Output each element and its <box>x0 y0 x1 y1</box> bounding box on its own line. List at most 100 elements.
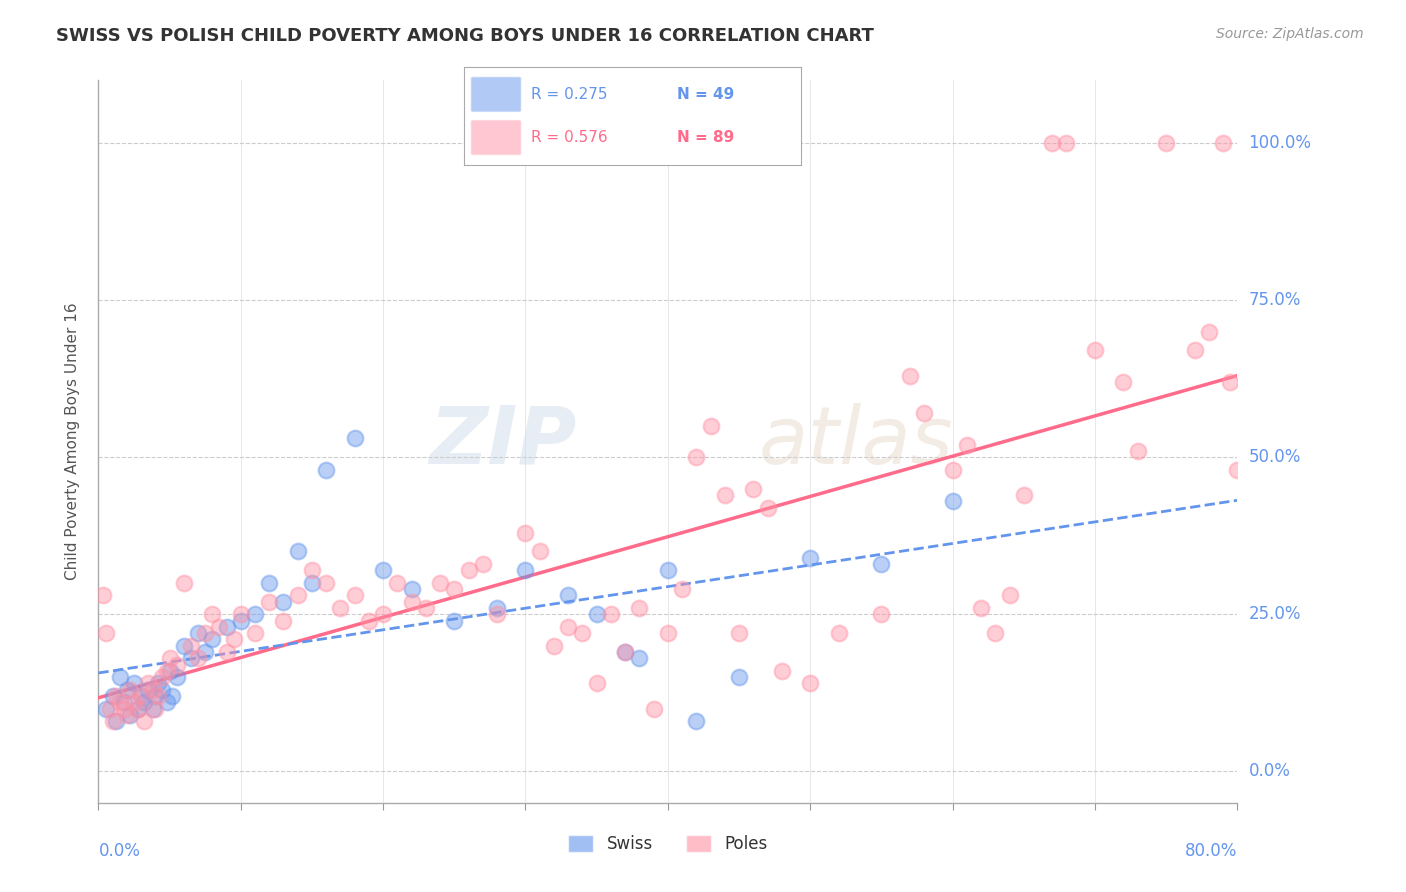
Point <box>942 494 965 508</box>
Point <box>259 575 281 590</box>
Text: 25.0%: 25.0% <box>1249 606 1301 624</box>
Text: 0.0%: 0.0% <box>98 842 141 860</box>
Point <box>1212 136 1234 150</box>
Point <box>166 657 188 672</box>
Point <box>201 632 224 647</box>
Text: 100.0%: 100.0% <box>1249 134 1312 153</box>
Point <box>557 589 579 603</box>
Point <box>685 450 707 465</box>
Point <box>415 601 437 615</box>
Point <box>273 595 295 609</box>
Point <box>112 695 135 709</box>
Point <box>614 645 637 659</box>
Point <box>94 626 117 640</box>
Text: R = 0.275: R = 0.275 <box>531 87 607 102</box>
Point <box>728 626 751 640</box>
Point <box>101 714 124 728</box>
Point <box>108 695 131 709</box>
Point <box>152 670 174 684</box>
Point <box>201 607 224 622</box>
Point <box>108 670 131 684</box>
Point <box>159 651 181 665</box>
Point <box>187 626 209 640</box>
Point <box>132 695 155 709</box>
Point <box>543 639 565 653</box>
Point <box>486 601 509 615</box>
Point <box>471 557 494 571</box>
Text: N = 49: N = 49 <box>676 87 734 102</box>
Point <box>970 601 993 615</box>
Point <box>628 651 651 665</box>
Point <box>145 701 167 715</box>
Point <box>187 651 209 665</box>
Point <box>301 575 323 590</box>
Text: Source: ZipAtlas.com: Source: ZipAtlas.com <box>1216 27 1364 41</box>
Point <box>799 676 821 690</box>
Point <box>998 589 1021 603</box>
Point <box>585 607 607 622</box>
Point <box>115 682 138 697</box>
Point <box>515 525 537 540</box>
Text: SWISS VS POLISH CHILD POVERTY AMONG BOYS UNDER 16 CORRELATION CHART: SWISS VS POLISH CHILD POVERTY AMONG BOYS… <box>56 27 875 45</box>
Point <box>91 589 114 603</box>
Point <box>1184 343 1206 358</box>
Point <box>215 620 238 634</box>
Point <box>870 557 893 571</box>
Text: ZIP: ZIP <box>429 402 576 481</box>
Point <box>166 670 188 684</box>
Text: 75.0%: 75.0% <box>1249 291 1301 310</box>
Point <box>229 614 252 628</box>
Point <box>1112 375 1135 389</box>
Point <box>148 689 170 703</box>
Point <box>912 406 935 420</box>
Point <box>136 682 159 697</box>
Point <box>571 626 593 640</box>
Point <box>132 714 155 728</box>
Point <box>371 563 394 577</box>
Point <box>145 689 167 703</box>
Point <box>156 664 179 678</box>
Point <box>685 714 707 728</box>
Point <box>141 682 163 697</box>
Point <box>1084 343 1107 358</box>
Point <box>173 575 195 590</box>
Point <box>287 589 309 603</box>
Point <box>387 575 409 590</box>
Point <box>104 714 127 728</box>
Text: N = 89: N = 89 <box>676 130 734 145</box>
Y-axis label: Child Poverty Among Boys Under 16: Child Poverty Among Boys Under 16 <box>65 302 80 581</box>
Point <box>152 682 174 697</box>
Point <box>600 607 623 622</box>
Point <box>401 582 423 597</box>
Point <box>215 645 238 659</box>
Point <box>1226 463 1249 477</box>
Point <box>799 550 821 565</box>
Point <box>118 707 141 722</box>
Point <box>94 701 117 715</box>
Point <box>329 601 352 615</box>
Point <box>115 707 138 722</box>
Point <box>156 695 179 709</box>
Text: 0.0%: 0.0% <box>1249 763 1291 780</box>
Point <box>870 607 893 622</box>
Point <box>756 500 779 515</box>
Point <box>301 563 323 577</box>
Point <box>127 701 149 715</box>
Point <box>742 482 765 496</box>
Point <box>127 701 149 715</box>
Point <box>486 607 509 622</box>
Point <box>259 595 281 609</box>
Point <box>208 620 231 634</box>
Point <box>443 582 465 597</box>
Point <box>728 670 751 684</box>
Point <box>129 689 152 703</box>
Point <box>614 645 637 659</box>
Text: 50.0%: 50.0% <box>1249 449 1301 467</box>
Point <box>136 676 159 690</box>
Point <box>162 689 184 703</box>
Point <box>343 431 366 445</box>
Point <box>101 689 124 703</box>
Point <box>112 701 135 715</box>
FancyBboxPatch shape <box>471 120 522 155</box>
Point <box>401 595 423 609</box>
